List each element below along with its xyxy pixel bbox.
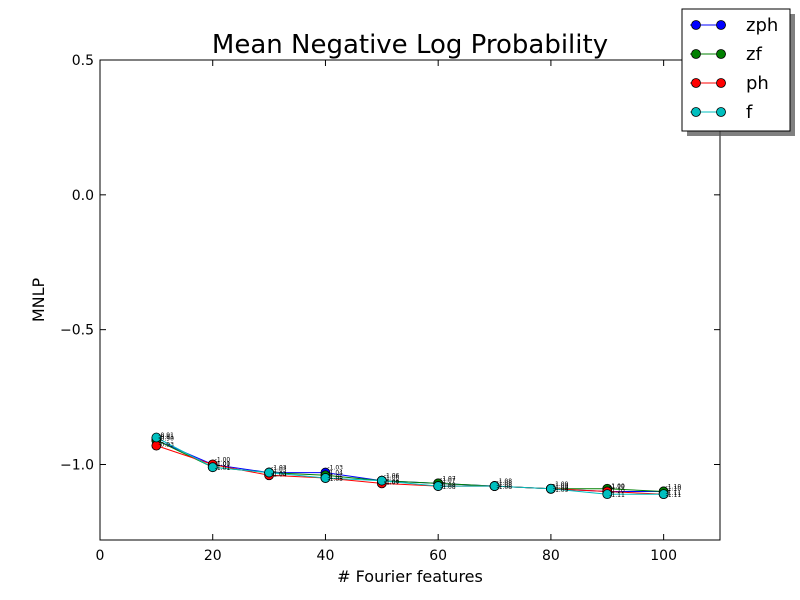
data-label-zf: -1.03: [271, 467, 287, 474]
x-tick-label: 20: [204, 548, 222, 564]
legend-marker-f: [716, 107, 726, 117]
data-label-f: -1.05: [327, 476, 343, 483]
data-label-zph: -1.03: [327, 465, 343, 472]
data-point-f: [207, 462, 218, 473]
data-label-zf: -1.01: [215, 461, 231, 468]
data-label-ph: -1.09: [553, 485, 569, 492]
data-label-ph: -1.04: [271, 471, 287, 478]
y-tick-label: 0.5: [72, 53, 94, 69]
legend-label-zph: zph: [746, 15, 778, 36]
legend-entries: zph zf ph f: [690, 15, 778, 123]
data-point-f: [433, 481, 444, 491]
legend-marker-zph: [716, 20, 726, 30]
data-label-ph: -1.08: [497, 482, 513, 489]
y-axis-label: MNLP: [29, 277, 48, 322]
legend-label-zf: zf: [746, 44, 762, 65]
data-label-f: -0.90: [158, 436, 174, 443]
chart-title: Mean Negative Log Probability: [212, 30, 608, 60]
legend-marker-ph: [716, 78, 726, 88]
data-point-f: [658, 489, 669, 500]
legend: zph zf ph f: [681, 8, 795, 136]
data-point-f: [489, 481, 500, 491]
data-label-f: -1.01: [215, 465, 231, 472]
data-label-zf: -1.10: [666, 485, 682, 492]
data-label-f: -1.06: [384, 479, 400, 486]
data-label-zph: -1.08: [497, 478, 513, 485]
axis-layer: 0 20 40 60 80 100 0.5 0.0 −0.5 −1.0: [60, 53, 720, 564]
y-tick-label: −0.5: [60, 323, 94, 339]
data-label-zph: -1.06: [384, 473, 400, 480]
plot-frame: [99, 59, 721, 541]
x-tick-label: 60: [429, 548, 447, 564]
data-label-ph: -1.11: [666, 490, 682, 497]
legend-marker-zph: [691, 20, 701, 30]
data-label-zph: -0.91: [158, 432, 174, 439]
data-point-f: [264, 467, 274, 478]
y-tick-label: 0.0: [72, 188, 94, 204]
data-point-f: [546, 483, 556, 494]
series-layer: [151, 432, 669, 500]
data-label-zph: -1.10: [666, 483, 682, 490]
data-label-f: -1.09: [553, 487, 569, 494]
x-tick-label: 100: [650, 548, 677, 564]
data-label-zph: -1.10: [609, 483, 625, 490]
data-label-f: -1.03: [271, 471, 287, 478]
data-label-f: -1.08: [497, 484, 513, 491]
data-label-zph: -1.00: [215, 456, 231, 463]
legend-marker-f: [691, 107, 701, 117]
data-label-zf: -0.91: [158, 434, 174, 441]
data-label-zph: -1.03: [271, 465, 287, 472]
data-label-zf: -1.07: [440, 477, 456, 484]
y-tick-label: −1.0: [60, 457, 94, 473]
data-label-zph: -1.09: [553, 481, 569, 488]
x-axis-label: # Fourier features: [337, 567, 483, 586]
data-label-zf: -1.08: [497, 480, 513, 487]
data-point-f: [151, 432, 162, 443]
legend-label-ph: ph: [746, 73, 769, 94]
data-label-layer: -0.91-1.00-1.03 -1.03-1.06 -1.07 -1.08 -1.09…: [158, 432, 681, 499]
data-label-ph: -1.05: [327, 474, 343, 481]
legend-label-f: f: [746, 102, 753, 123]
data-label-ph: -1.08: [440, 482, 456, 489]
legend-marker-zf: [691, 49, 701, 59]
x-tick-label: 0: [96, 548, 105, 564]
x-tick-label: 40: [317, 548, 335, 564]
data-point-f: [320, 473, 331, 483]
data-label-f: -1.08: [440, 484, 456, 491]
data-label-ph: -1.00: [215, 460, 231, 467]
data-label-zf: -1.04: [327, 469, 343, 476]
data-label-ph: -1.10: [609, 487, 625, 494]
data-label-f: -1.11: [609, 492, 625, 499]
data-label-zf: -1.09: [609, 483, 625, 490]
data-label-ph: -1.07: [384, 479, 400, 486]
data-label-zph: -1.07: [440, 475, 456, 482]
x-tick-label: 80: [542, 548, 560, 564]
legend-marker-ph: [691, 78, 701, 88]
data-label-zf: -1.06: [384, 475, 400, 482]
legend-marker-zf: [716, 49, 726, 59]
data-point-f: [602, 489, 613, 500]
plot-area: [100, 60, 720, 540]
data-label-f: -1.11: [666, 492, 682, 499]
data-point-f: [376, 475, 387, 486]
data-label-ph: -0.93: [158, 442, 174, 449]
data-label-zf: -1.09: [553, 483, 569, 490]
series-line-f: [156, 437, 664, 495]
